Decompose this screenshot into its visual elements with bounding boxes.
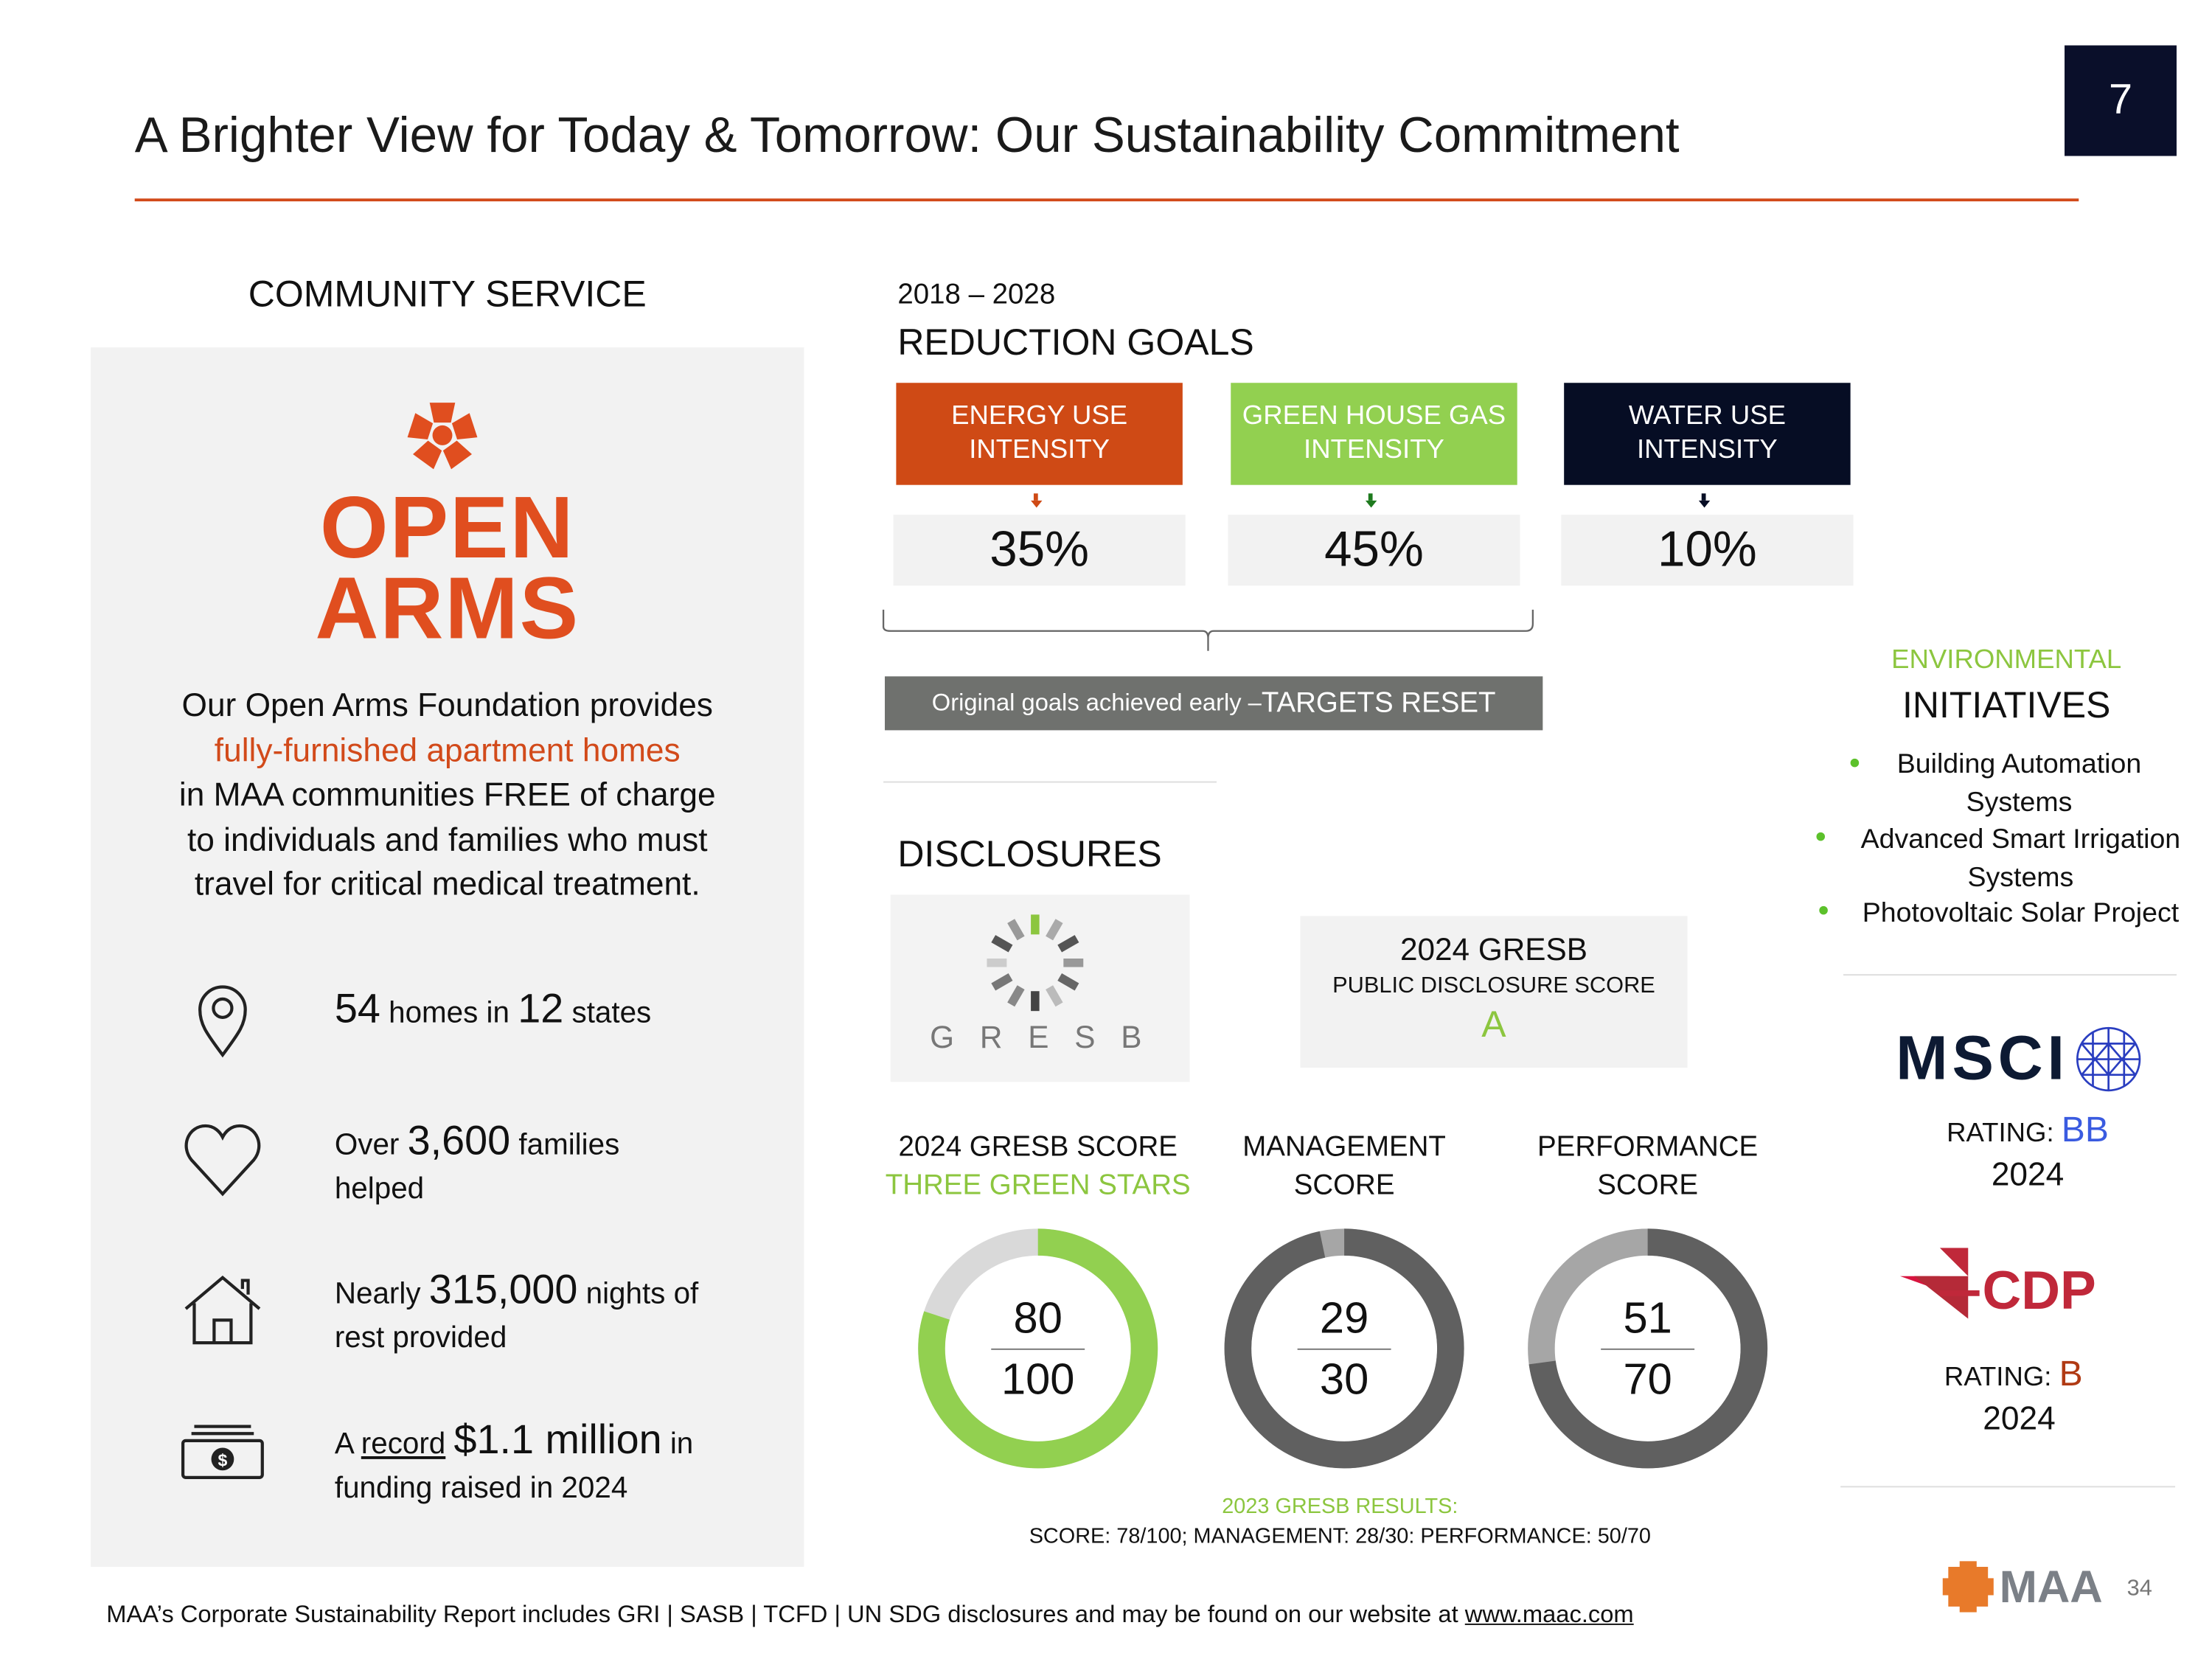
title-divider — [134, 198, 2079, 202]
donut-value-arc — [1528, 1228, 1768, 1469]
cdp-year: 2024 — [1983, 1399, 2056, 1437]
msci-logo: MSCI — [1896, 1023, 2069, 1093]
initiative-item: Advanced Smart Irrigation Systems — [1860, 824, 2181, 893]
bullet-icon — [1819, 905, 1828, 915]
divider — [883, 781, 1217, 783]
stat-homes: 54 homes in 12 states — [334, 987, 652, 1033]
score-donut — [918, 1228, 1158, 1469]
reduction-goals-heading: REDUCTION GOALS — [897, 320, 1254, 364]
bullet-icon — [1850, 758, 1860, 768]
public-disclosure-card: 2024 GRESB PUBLIC DISCLOSURE SCORE A — [1300, 916, 1688, 1068]
prior-results-title: 2023 GRESB RESULTS: — [1222, 1494, 1458, 1519]
desc-highlight: fully-furnished apartment homes — [214, 731, 681, 768]
open-arms-logo-open: OPEN — [319, 479, 575, 577]
desc-line: to individuals and families who must — [187, 820, 708, 858]
score-label: 2024 GRESB SCORE THREE GREEN STARS — [885, 1131, 1191, 1201]
desc-line: Our Open Arms Foundation provides — [181, 686, 713, 723]
down-arrow-head — [1030, 500, 1042, 508]
goal-label-box: ENERGY USE INTENSITY — [896, 383, 1183, 485]
score-fraction: 29 30 — [1222, 1290, 1467, 1408]
disclosures-heading: DISCLOSURES — [897, 832, 1162, 875]
maa-logo: MAA — [1999, 1561, 2103, 1613]
score-donut — [1528, 1228, 1768, 1469]
page-title: A Brighter View for Today & Tomorrow: Ou… — [134, 108, 1680, 164]
open-arms-flower-icon — [407, 403, 478, 470]
map-pin-icon — [198, 985, 247, 1058]
donut-value-arc — [918, 1228, 1158, 1469]
goal-label-box: GREEN HOUSE GAS INTENSITY — [1231, 383, 1517, 485]
goal-value: 10% — [1561, 515, 1854, 586]
goal-value: 45% — [1228, 515, 1520, 586]
page-badge: 7 — [2065, 45, 2177, 156]
initiatives-heading: INITIATIVES — [1902, 683, 2111, 726]
msci-rating: RATING: BB — [1947, 1110, 2109, 1150]
public-disclosure-title: 2024 GRESB — [1399, 931, 1587, 967]
community-heading: COMMUNITY SERVICE — [248, 272, 647, 315]
score-label: MANAGEMENT SCORE — [1242, 1131, 1446, 1201]
cdp-rating: RATING: B — [1944, 1354, 2083, 1394]
desc-line: travel for critical medical treatment. — [194, 865, 700, 902]
website-link[interactable]: www.maac.com — [1464, 1601, 1634, 1628]
maa-logo-icon — [1942, 1561, 1994, 1613]
donut-value-arc — [1224, 1228, 1464, 1469]
goals-years: 2018 – 2028 — [897, 279, 1056, 311]
bullet-icon — [1816, 832, 1826, 841]
goal-value: 35% — [893, 515, 1186, 586]
house-icon — [184, 1275, 261, 1345]
score-donut — [1224, 1228, 1464, 1469]
score-label: PERFORMANCE SCORE — [1537, 1131, 1759, 1201]
score-fraction: 80 100 — [916, 1290, 1160, 1408]
page-number: 34 — [2126, 1576, 2152, 1601]
environmental-kicker: ENVIRONMENTAL — [1891, 645, 2122, 675]
down-arrow-head — [1364, 500, 1377, 508]
cdp-logo: CDP — [1982, 1262, 2096, 1322]
heart-icon — [184, 1124, 261, 1197]
score-fraction: 51 70 — [1526, 1290, 1770, 1408]
divider — [1840, 1486, 2176, 1488]
goals-bracket — [882, 609, 1534, 651]
down-arrow-head — [1697, 500, 1710, 508]
goal-label-box: WATER USE INTENSITY — [1564, 383, 1851, 485]
desc-line: in MAA communities FREE of charge — [178, 775, 716, 813]
stat-families: Over 3,600 families helped — [334, 1119, 620, 1206]
gresb-ring-icon — [987, 914, 1084, 1012]
targets-reset-banner: Original goals achieved early – TARGETS … — [885, 676, 1543, 731]
public-disclosure-subtitle: PUBLIC DISCLOSURE SCORE — [1332, 974, 1655, 998]
community-description: Our Open Arms Foundation provides fully-… — [91, 684, 804, 907]
money-icon: $ — [181, 1425, 264, 1479]
footer-note: MAA’s Corporate Sustainability Report in… — [106, 1601, 1634, 1628]
initiative-item: Building Automation Systems — [1896, 748, 2142, 818]
public-disclosure-grade: A — [1481, 1002, 1506, 1046]
msci-year: 2024 — [1991, 1155, 2065, 1193]
cdp-mark-icon — [1899, 1248, 1980, 1319]
down-arrow-icon — [1033, 493, 1038, 501]
initiative-item: Photovoltaic Solar Project — [1862, 897, 2180, 929]
community-panel — [91, 347, 804, 1568]
down-arrow-icon — [1368, 493, 1373, 501]
gresb-wordmark: G R E S B — [930, 1019, 1151, 1055]
open-arms-logo-arms: ARMS — [315, 560, 580, 658]
msci-globe-icon — [2076, 1026, 2141, 1092]
svg-text:$: $ — [218, 1450, 228, 1470]
down-arrow-icon — [1701, 493, 1706, 501]
stat-nights: Nearly 315,000 nights of rest provided — [334, 1267, 699, 1354]
gresb-logo: G R E S B — [890, 894, 1190, 1082]
prior-results-text: SCORE: 78/100; MANAGEMENT: 28/30: PERFOR… — [1029, 1524, 1651, 1549]
stat-funding: A record $1.1 million in funding raised i… — [334, 1418, 694, 1505]
divider — [1843, 974, 2177, 976]
